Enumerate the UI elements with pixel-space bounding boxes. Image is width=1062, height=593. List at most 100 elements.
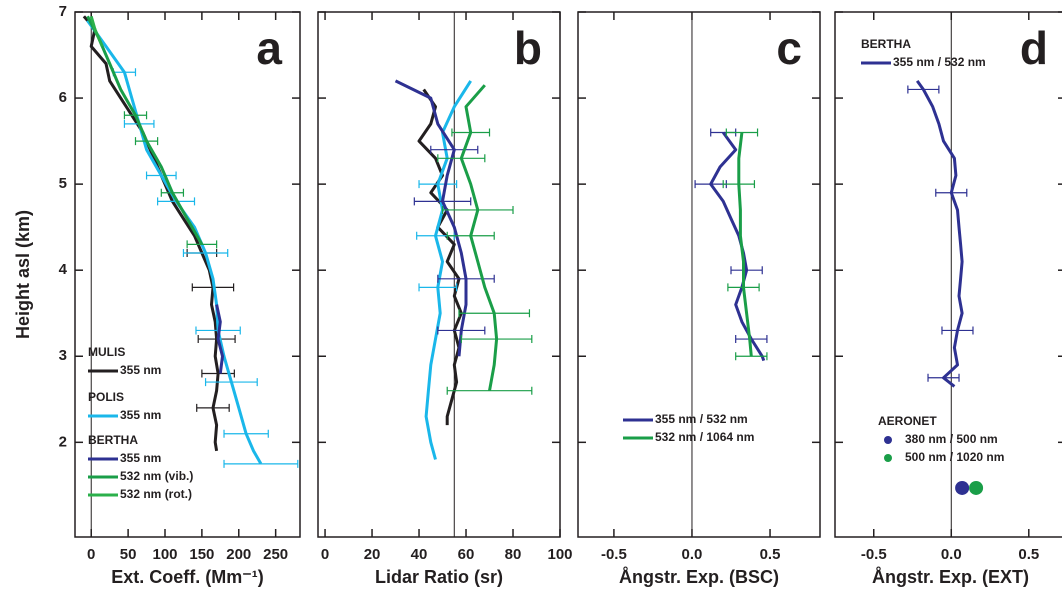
error-bar [907,85,940,94]
error-bar [735,335,768,344]
x-tick-label: 0.0 [941,546,962,563]
x-tick-label: 0 [321,546,329,563]
x-axis-label: Ångstr. Exp. (BSC) [619,567,779,587]
error-bar [730,266,763,275]
legend-label: 532 nm (rot.) [120,487,192,501]
profile-line [394,79,468,357]
error-bar [458,309,531,318]
profile-line [89,15,104,47]
error-bar [418,180,458,189]
legend-label: 500 nm / 1020 nm [905,450,1004,464]
legend-label: 532 nm (vib.) [120,469,193,483]
error-bar [722,180,756,189]
error-bar [735,352,768,361]
plot-frame [834,11,1062,538]
error-bar [223,429,269,438]
error-bar [941,326,974,335]
x-tick-label: -0.5 [601,546,627,563]
x-axis-label: Ext. Coeff. (Mm⁻¹) [111,567,264,587]
profile-line [86,15,204,246]
legend-label: 355 nm [120,408,161,422]
error-bar [196,403,230,412]
error-bar [145,171,177,180]
error-bar [418,283,458,292]
legend-title: BERTHA [88,433,138,447]
legend-marker [884,436,892,444]
legend-marker [884,454,892,462]
data-point [969,480,984,495]
x-tick-label: -0.5 [861,546,887,563]
y-tick-label: 4 [59,261,68,278]
legend-label: 355 nm [120,363,161,377]
x-tick-label: 80 [505,546,522,563]
error-bar [182,248,229,257]
error-bar [451,128,491,137]
error-bar [134,137,159,146]
x-tick-label: 100 [547,546,572,563]
legend-label: 355 nm / 532 nm [893,55,986,69]
error-bar [123,111,148,120]
x-tick-label: 200 [226,546,251,563]
error-bar [437,326,486,335]
error-bar [460,335,533,344]
profile-line [215,304,224,374]
legend-title: MULIS [88,345,125,359]
legend-label: 355 nm / 532 nm [655,412,748,426]
panel-label: b [514,22,542,74]
error-bar [446,231,495,240]
error-bar [430,145,479,154]
error-bar [223,459,299,468]
legend-title: POLIS [88,390,124,404]
error-bar [160,188,185,197]
x-tick-label: 0 [87,546,95,563]
panel-label: d [1020,22,1048,74]
y-tick-label: 6 [59,89,67,106]
error-bar [446,386,533,395]
error-bar [186,240,218,249]
legend-label: 532 nm / 1064 nm [655,430,754,444]
x-tick-label: 40 [411,546,428,563]
legend-label: 355 nm [120,451,161,465]
error-bar [727,283,760,292]
y-tick-label: 7 [59,3,67,20]
y-tick-label: 3 [59,347,67,364]
panel-label: c [776,22,802,74]
profile-line [424,80,472,460]
x-tick-label: 50 [120,546,137,563]
profile-line [915,80,964,388]
plot-frame [317,11,561,538]
error-bar [725,128,759,137]
plot-frame [74,11,301,538]
error-bar [927,373,960,382]
error-bar [935,188,968,197]
error-bar [437,274,495,283]
profile-line [459,84,499,391]
profile-line [709,131,766,362]
x-tick-label: 20 [364,546,381,563]
x-tick-label: 250 [263,546,288,563]
x-tick-label: 100 [152,546,177,563]
x-tick-label: 0.5 [760,546,781,563]
y-tick-label: 2 [59,433,67,450]
data-point [955,480,970,495]
x-tick-label: 60 [458,546,475,563]
x-tick-label: 0.0 [682,546,703,563]
error-bar [204,378,258,387]
x-axis-label: Ångstr. Exp. (EXT) [872,567,1029,587]
x-tick-label: 150 [189,546,214,563]
error-bar [413,197,472,206]
profile-line [737,132,753,357]
profile-line [82,15,220,452]
panel-label: a [256,22,282,74]
legend-title: AERONET [878,414,937,428]
error-bar [441,205,514,214]
legend-label: 380 nm / 500 nm [905,432,998,446]
x-tick-label: 0.5 [1018,546,1039,563]
y-axis-label: Height asl (km) [13,210,33,339]
x-axis-label: Lidar Ratio (sr) [375,567,503,587]
error-bar [437,154,486,163]
legend-title: BERTHA [861,37,911,51]
profile-line [417,88,463,426]
plot-frame [577,11,821,538]
